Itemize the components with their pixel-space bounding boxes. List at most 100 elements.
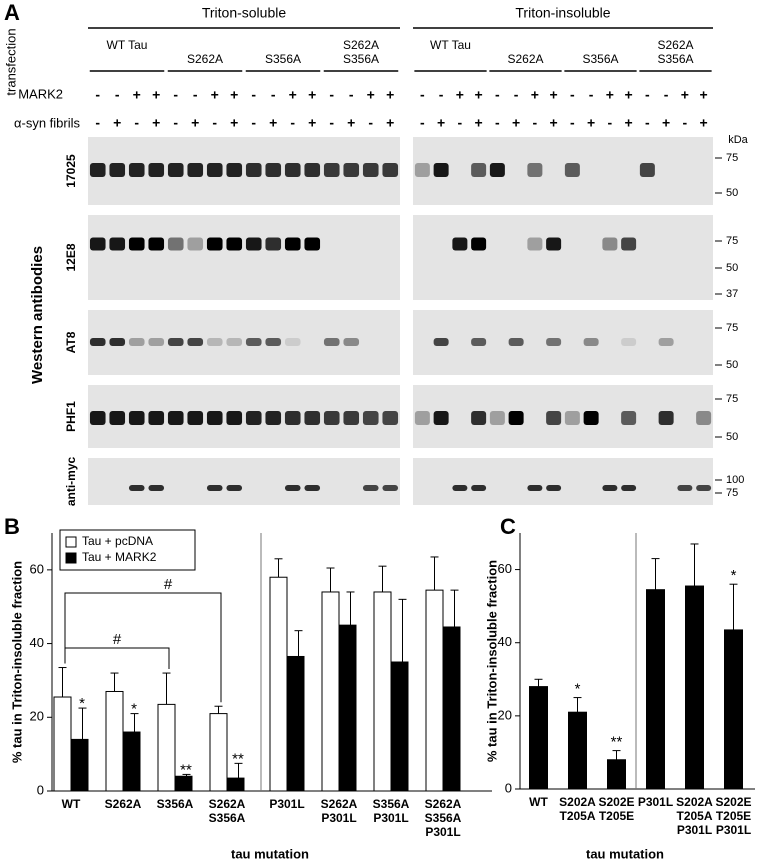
- fibril-sign: -: [212, 115, 217, 131]
- blot-band: [602, 485, 618, 491]
- fibril-sign: -: [570, 115, 575, 131]
- blot-band: [89, 338, 106, 346]
- blot-band: [148, 411, 165, 425]
- blot: [413, 137, 713, 205]
- blot: [413, 310, 713, 375]
- group-label: WT Tau: [430, 38, 471, 52]
- blot-band: [206, 485, 223, 491]
- fibril-sign: +: [475, 115, 483, 131]
- blot-band: [226, 411, 243, 425]
- bar: [70, 738, 89, 792]
- group-label: S262A S356A: [657, 38, 694, 66]
- blot-band: [206, 411, 223, 425]
- marker-label: 75: [726, 487, 738, 499]
- blot-band: [109, 338, 126, 346]
- x-axis-label: tau mutation: [586, 846, 664, 861]
- antibody-label: 12E8: [64, 243, 78, 271]
- fibril-sign: +: [191, 115, 199, 131]
- mark2-sign: +: [308, 87, 316, 103]
- legend-label: Tau + MARK2: [82, 550, 157, 564]
- legend-box: [59, 529, 196, 571]
- y-tick-label: 20: [30, 709, 44, 724]
- y-axis-label: % tau in Triton-insoluble fraction: [484, 560, 499, 762]
- blot-band: [546, 338, 562, 346]
- mark2-sign: +: [289, 87, 297, 103]
- blot-band: [602, 237, 618, 251]
- blot-band: [89, 411, 106, 425]
- group-label: S262A: [507, 52, 544, 66]
- bracket: [65, 647, 170, 670]
- blot-band: [621, 338, 637, 346]
- blot-band: [471, 163, 487, 177]
- x-tick-label: S356A: [156, 797, 194, 811]
- fibril-sign: -: [608, 115, 613, 131]
- blot-band: [265, 237, 282, 251]
- annotation: *: [575, 681, 581, 698]
- bar: [425, 589, 444, 792]
- fibril-sign: -: [368, 115, 373, 131]
- blot-band: [128, 485, 145, 491]
- blot: [88, 458, 400, 505]
- group-label: S262A S356A: [342, 38, 380, 66]
- blot-band: [382, 163, 399, 177]
- blot-band: [527, 485, 543, 491]
- bar: [157, 703, 176, 792]
- blot-band: [128, 163, 145, 177]
- mark2-sign: -: [251, 87, 256, 103]
- blot-band: [508, 338, 524, 346]
- y-tick-label: 60: [30, 561, 44, 576]
- x-tick-label: S202A T205A: [559, 795, 596, 823]
- blot-band: [546, 411, 562, 425]
- blot-band: [226, 485, 243, 491]
- blot-band: [621, 485, 637, 491]
- blot-band: [167, 411, 184, 425]
- x-tick-label: S262A S356A: [208, 797, 246, 825]
- fibril-sign: -: [173, 115, 178, 131]
- marker-label: 50: [726, 431, 738, 443]
- annotation: *: [731, 567, 737, 584]
- blot-band: [527, 237, 543, 251]
- mark2-sign: -: [349, 87, 354, 103]
- blot-band: [284, 338, 301, 346]
- blot-band: [323, 163, 340, 177]
- panel-label: A: [4, 0, 20, 25]
- y-axis-label: % tau in Triton-insoluble fraction: [9, 561, 24, 763]
- mark2-sign: -: [115, 87, 120, 103]
- bar: [607, 759, 626, 790]
- bar: [321, 591, 340, 792]
- blot-band: [414, 163, 430, 177]
- fibril-sign: -: [645, 115, 650, 131]
- blot-band: [583, 338, 599, 346]
- bar: [390, 661, 409, 792]
- x-tick-label: S202E T205E P301L: [715, 795, 752, 837]
- bar: [226, 777, 245, 792]
- blot-band: [128, 237, 145, 251]
- blot-band: [343, 338, 360, 346]
- kda-label: kDa: [728, 134, 748, 146]
- blot-band: [362, 411, 379, 425]
- annotation: #: [113, 631, 122, 648]
- fibril-sign: +: [512, 115, 520, 131]
- y-tick-label: 40: [498, 634, 512, 649]
- bar: [529, 686, 548, 790]
- blot-band: [433, 163, 449, 177]
- blot-band: [226, 163, 243, 177]
- bar: [122, 731, 141, 792]
- bar: [568, 711, 587, 790]
- blot-band: [452, 485, 468, 491]
- mark2-sign: -: [589, 87, 594, 103]
- blot-band: [323, 338, 340, 346]
- fibril-sign: +: [587, 115, 595, 131]
- blot-band: [452, 237, 468, 251]
- mark2-sign: +: [133, 87, 141, 103]
- blot-band: [265, 163, 282, 177]
- blot-band: [583, 411, 599, 425]
- bar: [373, 591, 392, 792]
- blot-band: [621, 237, 637, 251]
- blot-band: [433, 338, 449, 346]
- x-tick-label: S202E T205E: [598, 795, 635, 823]
- blot-band: [187, 237, 204, 251]
- blot-band: [284, 237, 301, 251]
- blot-band: [382, 411, 399, 425]
